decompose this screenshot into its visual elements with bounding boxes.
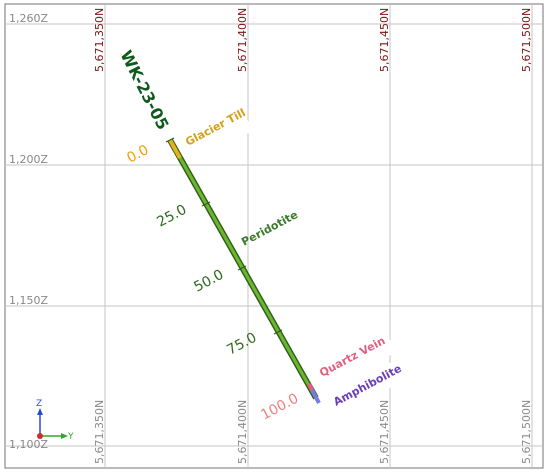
map-frame: [4, 3, 544, 469]
peridotite-segment: [168, 139, 318, 399]
elevation-label: 1,150Z: [9, 294, 48, 307]
northing-label-bottom: 5,671,350N: [93, 400, 106, 464]
northing-label-bottom: 5,671,500N: [520, 400, 533, 464]
quartz-vein-segment: [307, 383, 314, 391]
elevation-label: 1,260Z: [9, 12, 48, 25]
glacier-till-segment: [168, 139, 182, 159]
elevation-label: 1,100Z: [9, 438, 48, 451]
drillhole-trace: [167, 138, 321, 404]
northing-label-top: 5,671,450N: [378, 8, 391, 72]
label-halo: [180, 107, 254, 163]
northing-label-bottom: 5,671,400N: [236, 400, 249, 464]
elevation-label: 1,200Z: [9, 153, 48, 166]
axis-origin-icon: [37, 433, 43, 439]
label-halo: [315, 332, 397, 390]
axis-label-z: Z: [36, 399, 42, 409]
axis-label-y: Y: [67, 432, 74, 442]
label-halo: [331, 356, 413, 414]
northing-label-top: 5,671,350N: [93, 8, 106, 72]
axis-triad: Z Y: [36, 399, 74, 442]
northing-label-bottom: 5,671,450N: [378, 400, 391, 464]
northing-label-top: 5,671,400N: [236, 8, 249, 72]
amphibolite-segment: [310, 389, 321, 404]
depth-ticks: [165, 137, 283, 335]
northing-label-top: 5,671,500N: [520, 8, 533, 72]
